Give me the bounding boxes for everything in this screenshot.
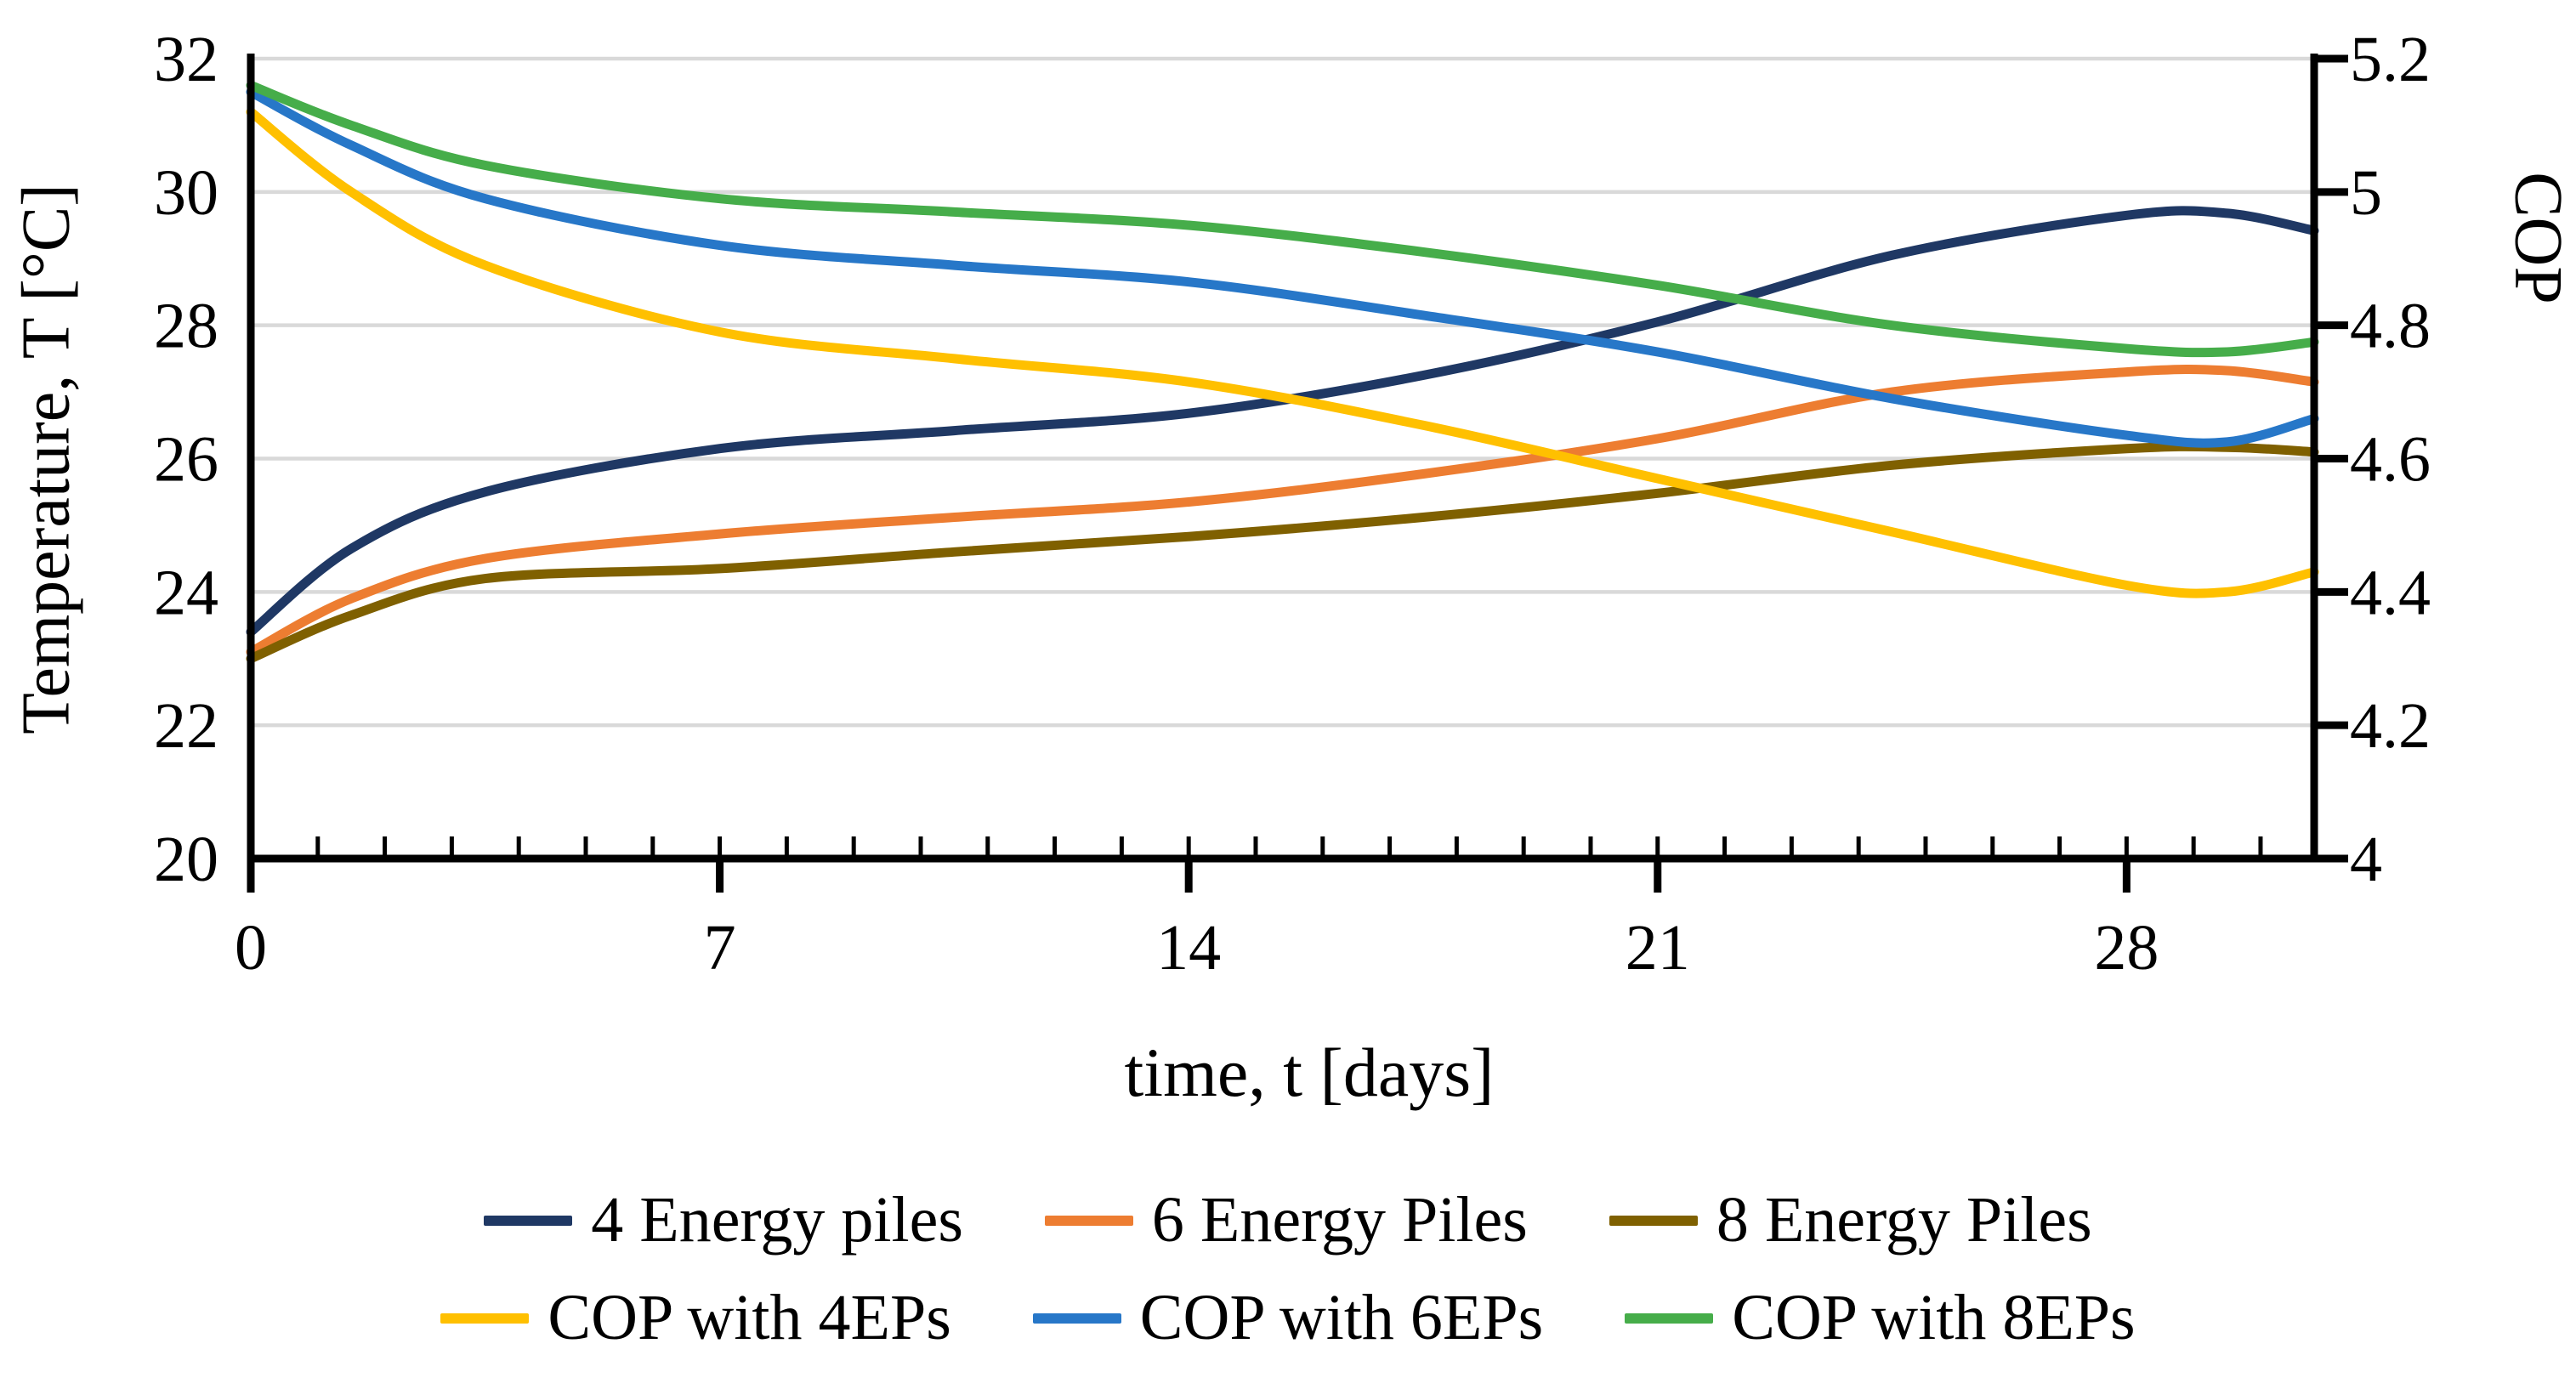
y-right-tick-label: 4.8 xyxy=(2350,291,2431,362)
legend-line-swatch xyxy=(1625,1312,1714,1324)
series-line-6-energy-piles xyxy=(246,364,2319,657)
legend-line-swatch xyxy=(1609,1215,1698,1226)
x-tick-label: 21 xyxy=(1626,912,1690,984)
x-axis-title: time, t [days] xyxy=(1124,1034,1495,1111)
legend-label: COP with 4EPs xyxy=(548,1282,951,1353)
legend: 4 Energy piles 6 Energy Piles 8 Energy Pil… xyxy=(0,1183,2576,1355)
y-right-tick-label: 4 xyxy=(2350,824,2382,895)
y-right-tick-label: 5 xyxy=(2350,157,2382,229)
legend-label: 8 Energy Piles xyxy=(1716,1184,2092,1256)
right-axis-title: COP xyxy=(2500,172,2576,304)
legend-line-swatch xyxy=(440,1312,530,1324)
legend-item-6-energy-piles: 6 Energy Piles xyxy=(1044,1183,1528,1257)
series-line-cop-with-4eps xyxy=(246,107,2319,598)
y-left-tick-label: 32 xyxy=(154,24,218,95)
y-left-tick-label: 20 xyxy=(154,824,218,895)
y-right-tick-label: 4.4 xyxy=(2350,557,2431,628)
legend-line-swatch xyxy=(1032,1312,1121,1324)
y-right-tick-label: 5.2 xyxy=(2350,24,2431,95)
y-left-tick-label: 24 xyxy=(154,557,218,628)
x-tick-label: 14 xyxy=(1156,912,1221,984)
series-line-8-energy-piles xyxy=(246,441,2319,664)
left-axis-title: Temperature, T [°C] xyxy=(9,184,84,734)
legend-item-4-energy-piles: 4 Energy piles xyxy=(484,1183,963,1257)
legend-row-2: COP with 4EPs COP with 6EPs COP with 8EPs xyxy=(440,1281,2136,1355)
y-left-tick-label: 26 xyxy=(154,424,218,496)
legend-label: 6 Energy Piles xyxy=(1151,1184,1528,1256)
y-left-tick-label: 28 xyxy=(154,291,218,362)
legend-label: COP with 6EPs xyxy=(1139,1282,1544,1353)
legend-item-cop-with-8eps: COP with 8EPs xyxy=(1625,1281,2136,1355)
legend-label: COP with 8EPs xyxy=(1732,1282,2136,1353)
x-tick-label: 7 xyxy=(704,912,736,984)
legend-line-swatch xyxy=(1044,1215,1133,1226)
y-left-tick-label: 22 xyxy=(154,690,218,762)
legend-line-swatch xyxy=(484,1215,573,1226)
y-left-tick-label: 30 xyxy=(154,157,218,229)
y-right-tick-label: 4.6 xyxy=(2350,424,2431,496)
legend-row-1: 4 Energy piles 6 Energy Piles 8 Energy Pil… xyxy=(484,1183,2092,1257)
legend-item-cop-with-4eps: COP with 4EPs xyxy=(440,1281,951,1355)
series-line-cop-with-8eps xyxy=(246,80,2319,358)
legend-label: 4 Energy piles xyxy=(591,1184,963,1256)
legend-item-cop-with-6eps: COP with 6EPs xyxy=(1032,1281,1544,1355)
legend-item-8-energy-piles: 8 Energy Piles xyxy=(1609,1183,2092,1257)
y-right-tick-label: 4.2 xyxy=(2350,690,2431,762)
x-tick-label: 0 xyxy=(235,912,267,984)
series-line-4-energy-piles xyxy=(246,206,2319,637)
series-line-cop-with-6eps xyxy=(246,87,2319,448)
x-tick-label: 28 xyxy=(2094,912,2159,984)
